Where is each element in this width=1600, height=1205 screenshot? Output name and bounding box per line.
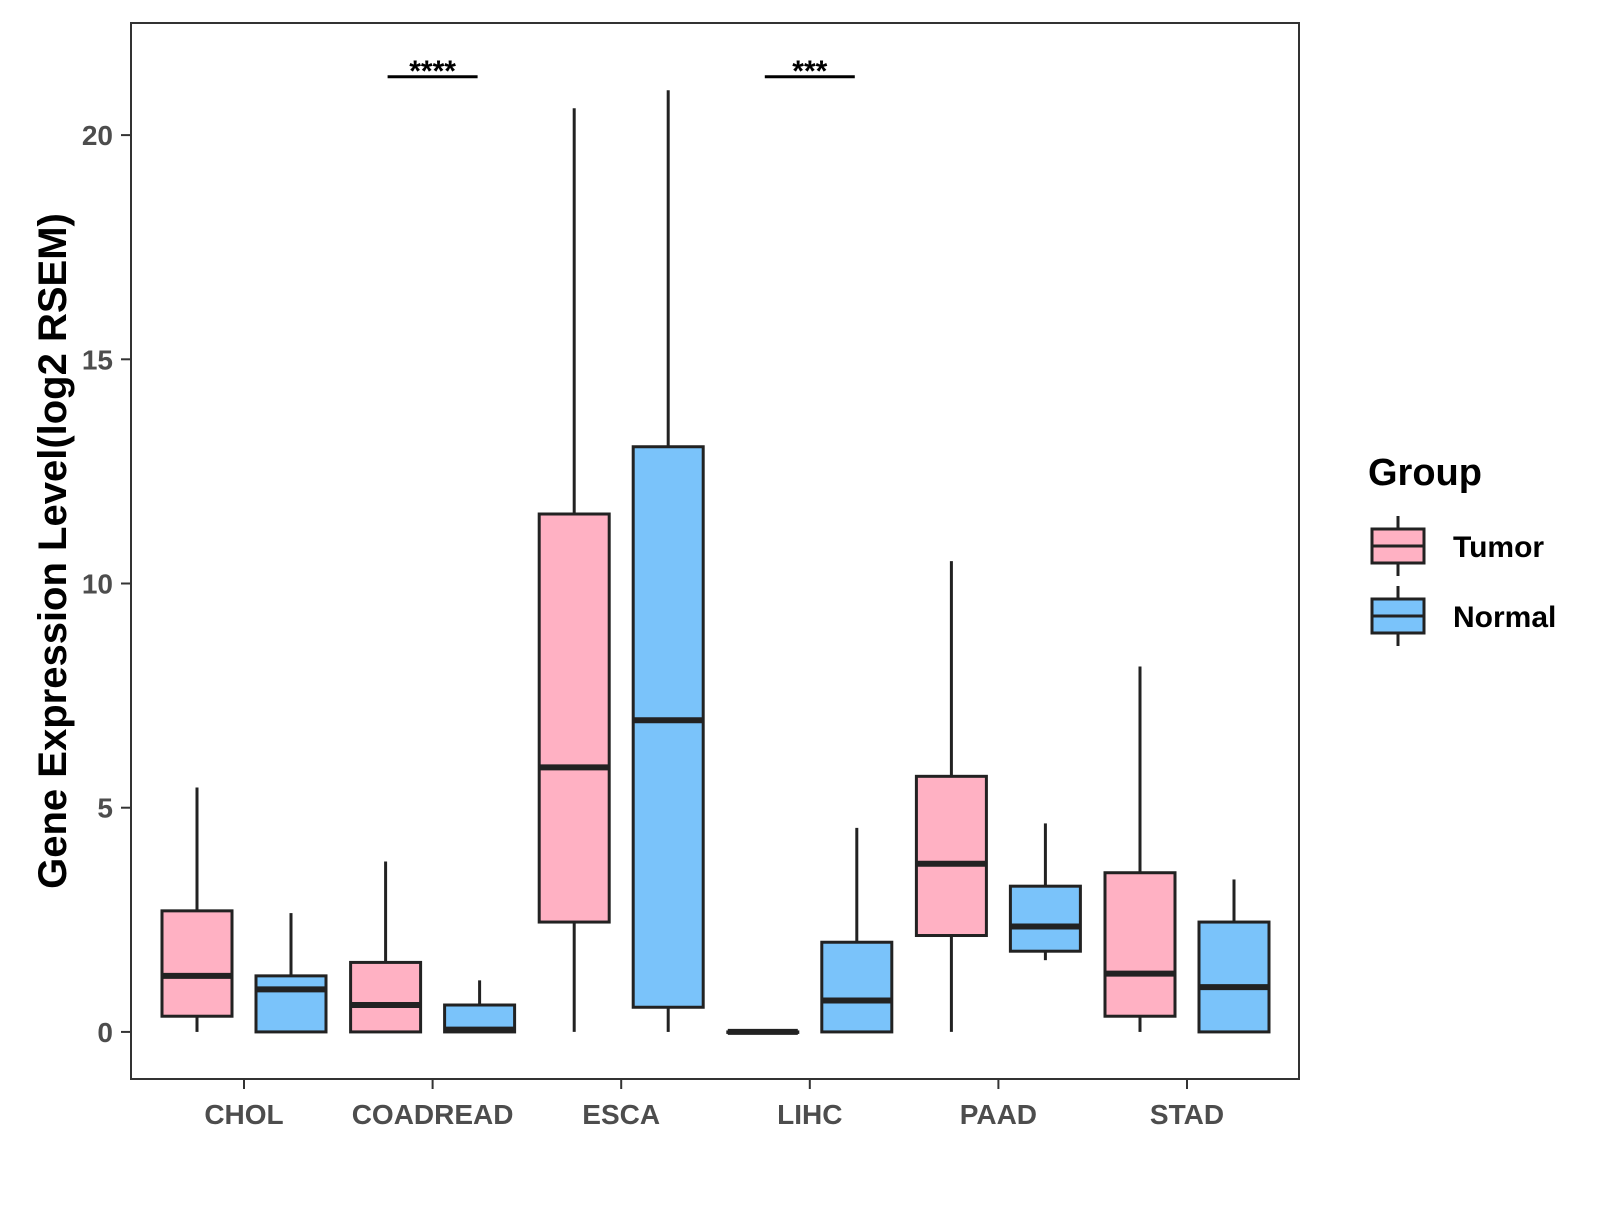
box-tumor-esca: [537, 108, 611, 1032]
legend-item-normal: Normal: [1370, 586, 1556, 646]
x-tick-label-stad: STAD: [1150, 1099, 1224, 1130]
y-tick-label: 0: [97, 1017, 113, 1048]
x-tick-label-esca: ESCA: [582, 1099, 660, 1130]
box-iqr: [160, 909, 234, 1018]
x-axis-ticks: CHOL COADREAD ESCA LIHC PAAD STAD: [204, 1079, 1224, 1130]
y-tick-label: 15: [82, 344, 113, 375]
legend-label: Normal: [1453, 601, 1556, 634]
box-iqr: [914, 774, 988, 938]
box-iqr: [820, 940, 894, 1034]
box-iqr: [537, 512, 611, 924]
box-tumor-paad: [914, 561, 988, 1032]
y-tick-label: 5: [97, 793, 113, 824]
x-tick-label-paad: PAAD: [960, 1099, 1037, 1130]
x-tick-label-chol: CHOL: [204, 1099, 283, 1130]
x-tick-label-coadread: COADREAD: [352, 1099, 514, 1130]
legend: Group Tumor Normal: [1368, 452, 1556, 646]
box-normal-paad: [1008, 823, 1082, 961]
box-normal-coadread: [443, 980, 517, 1034]
box-normal-esca: [631, 90, 705, 1032]
box-iqr: [1008, 884, 1082, 953]
box-normal-chol: [254, 913, 328, 1034]
box-iqr: [349, 960, 423, 1034]
legend-title: Group: [1368, 452, 1482, 494]
y-tick-label: 20: [82, 120, 113, 151]
legend-item-tumor: Tumor: [1370, 516, 1544, 576]
significance-label: ****: [409, 55, 456, 88]
y-axis-title: Gene Expression Level(log2 RSEM): [31, 213, 75, 889]
box-tumor-stad: [1103, 666, 1177, 1032]
box-tumor-chol: [160, 787, 234, 1032]
box-iqr: [1103, 871, 1177, 1018]
box-series: [160, 90, 1271, 1035]
box-iqr: [1197, 920, 1271, 1034]
plot-panel-border: [130, 22, 1300, 1080]
x-tick-label-lihc: LIHC: [777, 1099, 842, 1130]
y-axis-ticks: 0 5 10 15 20: [82, 120, 131, 1048]
significance-lihc: ***: [764, 55, 855, 88]
y-tick-label: 10: [82, 569, 113, 600]
box-iqr: [254, 974, 328, 1034]
box-iqr: [631, 445, 705, 1009]
significance-coadread: ****: [387, 55, 478, 88]
box-tumor-lihc: [726, 1028, 800, 1035]
legend-label: Tumor: [1453, 531, 1544, 564]
box-normal-stad: [1197, 879, 1271, 1034]
box-normal-lihc: [820, 827, 894, 1034]
legend-items: Tumor Normal: [1370, 516, 1556, 646]
significance-annotations: **** ***: [387, 55, 855, 88]
significance-label: ***: [792, 55, 827, 88]
box-tumor-coadread: [349, 861, 423, 1034]
